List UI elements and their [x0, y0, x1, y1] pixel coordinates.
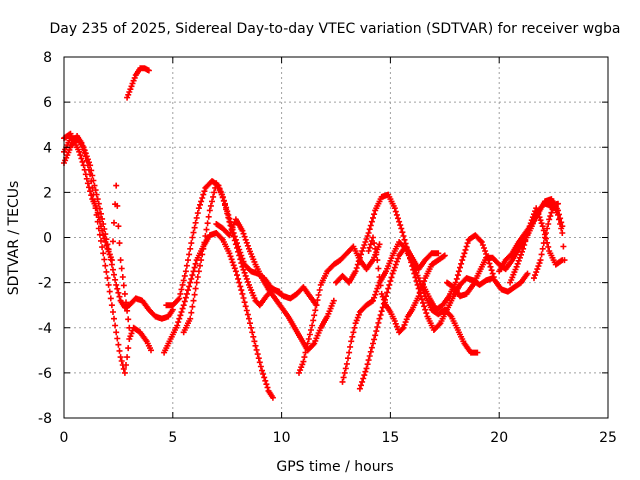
- y-tick-label: 4: [43, 140, 52, 156]
- y-tick-label: 2: [43, 185, 52, 201]
- series-points: [296, 241, 383, 376]
- grid: [64, 57, 608, 418]
- y-tick-label: -2: [38, 276, 52, 292]
- series-trace-5: [161, 230, 276, 401]
- series-trace-13: [365, 234, 448, 336]
- y-tick-label: -4: [38, 321, 52, 337]
- x-tick-label: 25: [599, 430, 617, 446]
- x-tick-label: 15: [381, 430, 399, 446]
- x-tick-label: 5: [168, 430, 177, 446]
- series-trace-12: [356, 243, 442, 392]
- series-points: [356, 243, 442, 392]
- x-axis-label: GPS time / hours: [276, 459, 393, 475]
- axis-ticks: 0 5 10 15 20 25 -8 -6 -4 -2 0 2 4 6 8: [38, 50, 617, 446]
- x-tick-label: 10: [273, 430, 291, 446]
- series-layer: [61, 65, 568, 401]
- series-points: [339, 239, 481, 385]
- y-tick-label: -6: [38, 366, 52, 382]
- y-axis-label: SDTVAR / TECUs: [6, 181, 22, 296]
- series-points: [161, 230, 276, 401]
- y-tick-label: 0: [43, 231, 52, 247]
- series-trace-4: [124, 65, 152, 101]
- series-points: [420, 232, 531, 313]
- series-points: [365, 234, 448, 336]
- x-tick-label: 0: [60, 430, 69, 446]
- series-trace-9: [296, 241, 383, 376]
- series-points: [213, 216, 337, 354]
- series-trace-14: [420, 232, 531, 313]
- chart-title: Day 235 of 2025, Sidereal Day-to-day VTE…: [49, 21, 620, 37]
- y-tick-label: 6: [43, 95, 52, 111]
- series-points: [531, 202, 568, 282]
- series-trace-18: [531, 202, 568, 282]
- x-tick-label: 20: [490, 430, 508, 446]
- y-tick-label: -8: [38, 411, 52, 427]
- y-tick-label: 8: [43, 50, 52, 66]
- series-points: [124, 65, 152, 101]
- series-trace-8: [213, 216, 337, 354]
- series-trace-11: [339, 239, 481, 385]
